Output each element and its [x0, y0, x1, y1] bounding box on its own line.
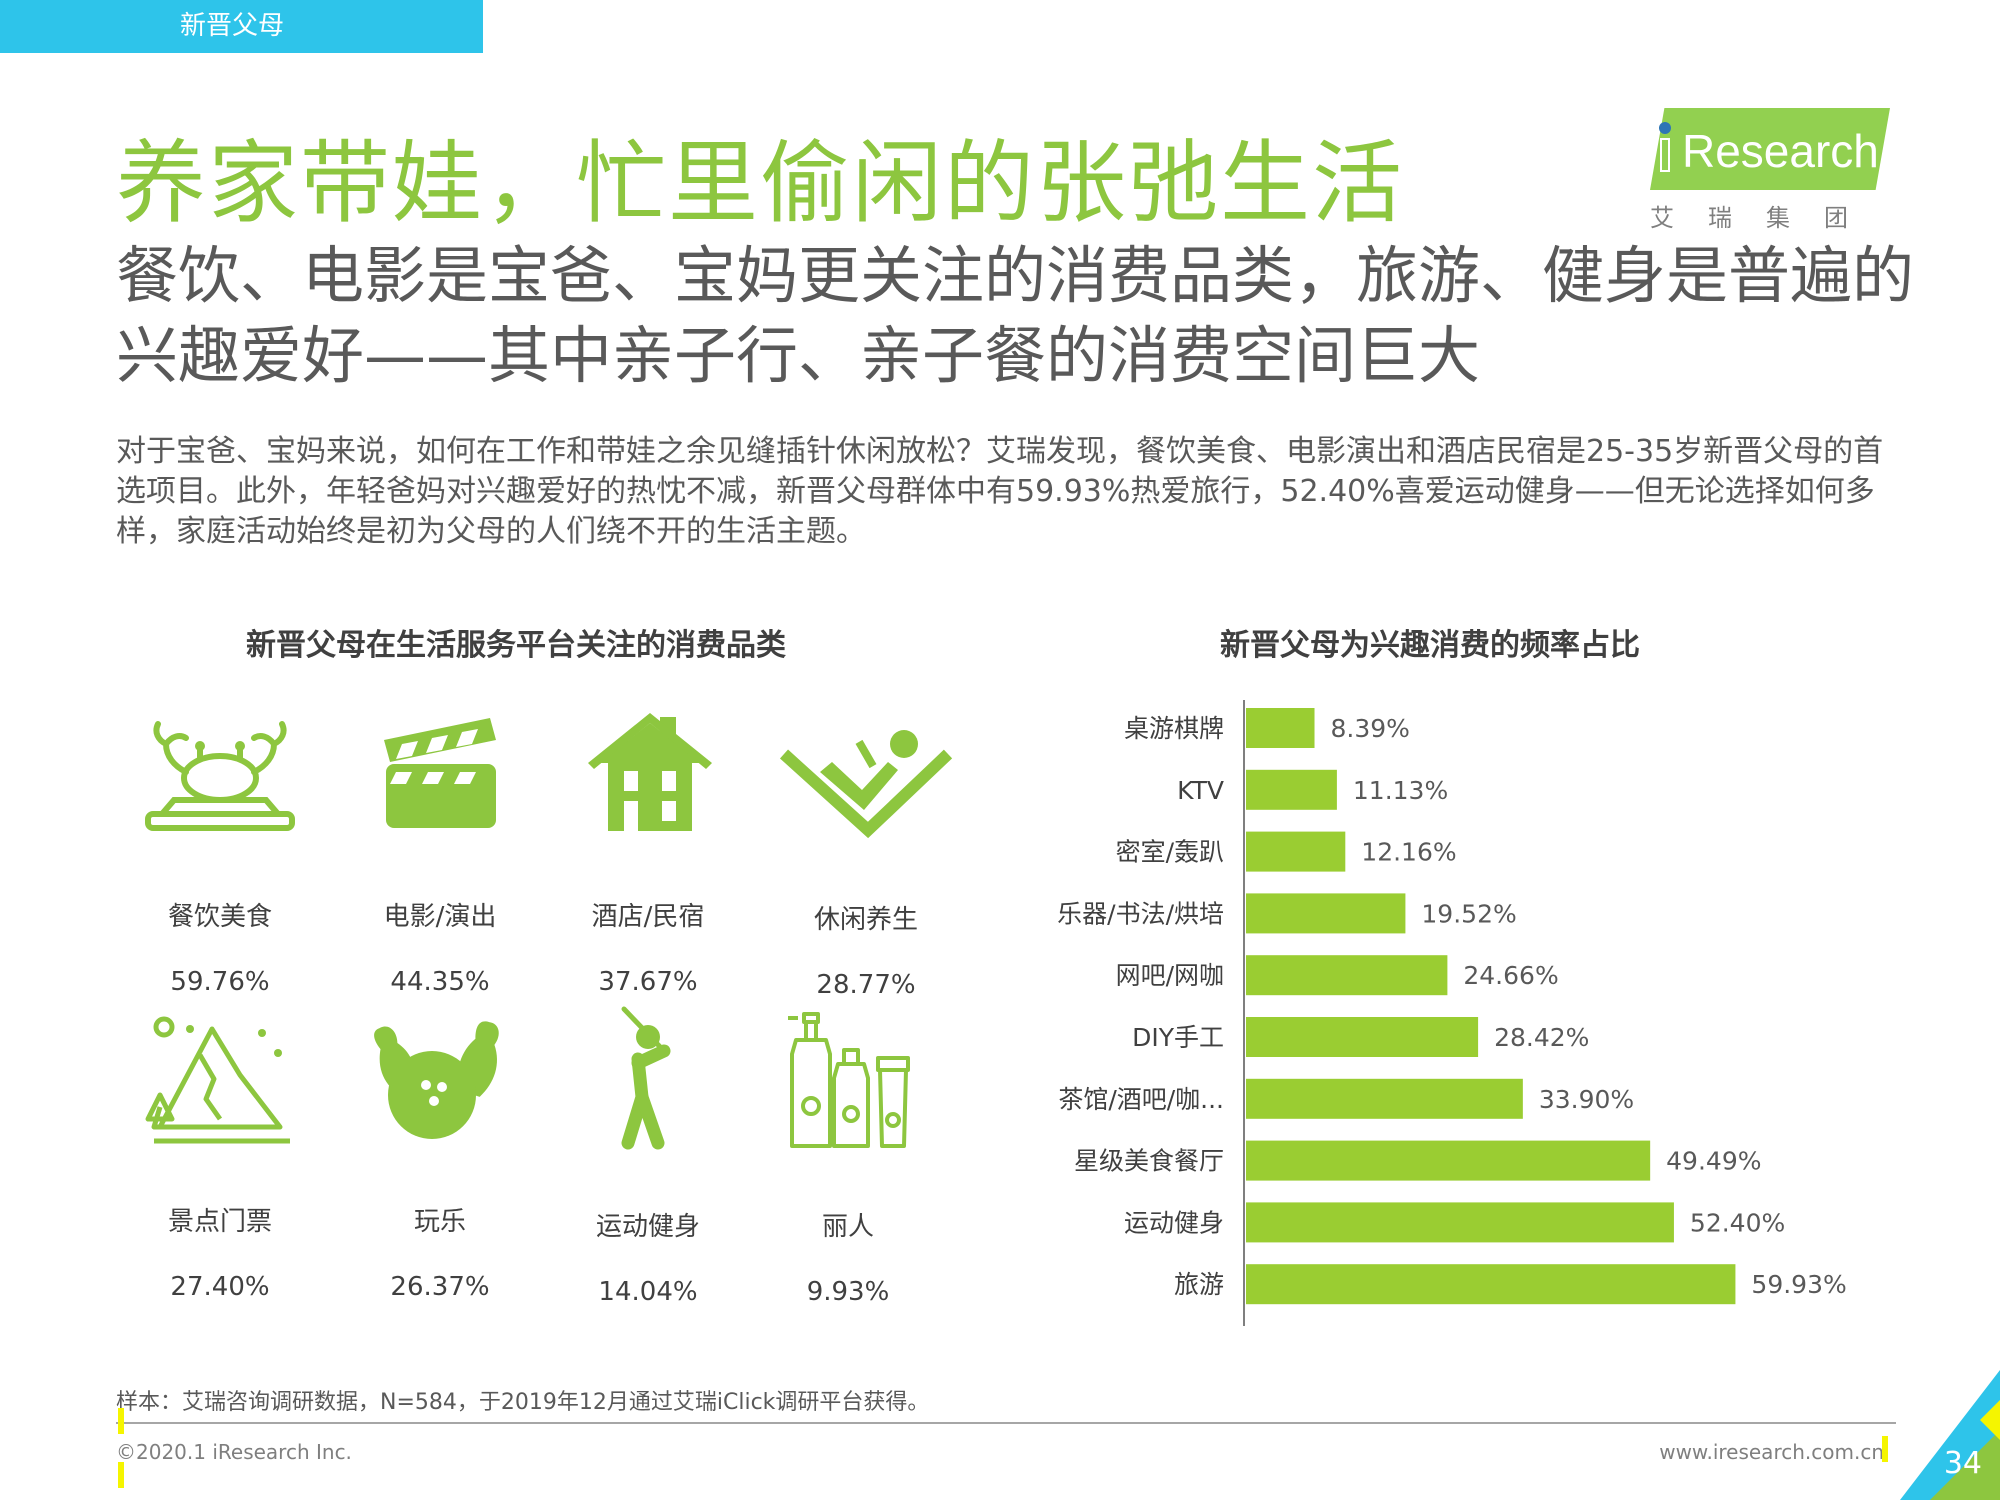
category-value: 14.04% — [598, 1277, 698, 1307]
bar-value-label: 33.90% — [1539, 1085, 1634, 1114]
category-tick-label: 密室/轰趴 — [1116, 838, 1224, 867]
logo-cn-text: 艾瑞集团 — [1650, 204, 1882, 232]
category-value: 26.37% — [390, 1272, 490, 1302]
category-tick-label: 桌游棋牌 — [1124, 714, 1224, 743]
category-tick-label: 星级美食餐厅 — [1074, 1147, 1224, 1176]
category-tick-label: KTV — [1177, 776, 1224, 805]
page-number: 34 — [1943, 1446, 1982, 1481]
category-value: 37.67% — [598, 967, 698, 997]
reclining-person-icon — [779, 730, 953, 839]
category-label: 休闲养生 — [813, 905, 918, 935]
bar-value-label: 12.16% — [1361, 838, 1456, 867]
section-tag: 新晋父母 — [0, 0, 483, 53]
corner-decoration — [1900, 1370, 2000, 1500]
category-label: 景点门票 — [167, 1207, 272, 1237]
category-tick-label: 旅游 — [1174, 1270, 1224, 1299]
category-tick-label: 茶馆/酒吧/咖... — [1058, 1085, 1224, 1114]
category-leisure: 休闲养生 28.77% — [756, 718, 976, 1000]
bar — [1246, 893, 1406, 934]
footnote: 样本：艾瑞咨询调研数据，N=584，于2019年12月通过艾瑞iClick调研平… — [116, 1390, 930, 1415]
clapperboard-icon — [384, 718, 496, 828]
mountain-icon — [145, 1016, 290, 1144]
category-tick-label: 网吧/网咖 — [1116, 961, 1224, 990]
bar-value-label: 19.52% — [1421, 899, 1516, 928]
bar — [1246, 769, 1337, 810]
category-label: 酒店/民宿 — [591, 902, 705, 932]
iresearch-logo: Research 艾瑞集团 — [1650, 108, 1900, 232]
category-value: 28.77% — [816, 970, 916, 1000]
bar-value-label: 59.93% — [1751, 1270, 1846, 1299]
category-label: 丽人 — [821, 1212, 874, 1242]
footer-divider — [116, 1422, 1896, 1424]
interest-bar-chart: 桌游棋牌 8.39% KTV 11.13% 密室/轰趴 12.16% 乐器/书法/烘培 19.… — [1057, 700, 1847, 1326]
website-link[interactable]: www.iresearch.com.cn — [1659, 1440, 1884, 1464]
body-paragraph: 对于宝爸、宝妈来说，如何在工作和带娃之余见缝插针休闲放松？艾瑞发现，餐饮美食、电… — [116, 434, 1884, 549]
house-icon — [588, 713, 712, 831]
golfer-icon — [621, 1006, 671, 1150]
category-beauty: 丽人 9.93% — [738, 1010, 958, 1307]
bar — [1246, 1264, 1736, 1305]
category-hotel: 酒店/民宿 37.67% — [538, 705, 758, 997]
bar-value-label: 24.66% — [1463, 961, 1558, 990]
bowling-icon — [374, 1021, 499, 1139]
copyright: ©2020.1 iResearch Inc. — [116, 1440, 352, 1464]
category-tick-label: DIY手工 — [1132, 1023, 1224, 1052]
bar-value-label: 52.40% — [1690, 1208, 1785, 1237]
category-fun: 玩乐 26.37% — [330, 1015, 550, 1302]
bar-value-label: 8.39% — [1331, 714, 1410, 743]
yellow-marker — [118, 1408, 124, 1434]
bar — [1246, 1078, 1523, 1119]
bar — [1246, 1017, 1479, 1057]
left-panel-title: 新晋父母在生活服务平台关注的消费品类 — [246, 628, 786, 663]
category-scenic: 景点门票 27.40% — [110, 1015, 330, 1302]
category-label: 玩乐 — [413, 1207, 466, 1237]
bar — [1246, 955, 1448, 996]
category-label: 餐饮美食 — [167, 902, 272, 932]
bar-value-label: 49.49% — [1666, 1147, 1761, 1176]
category-food: 餐饮美食 59.76% — [110, 710, 330, 997]
yellow-marker — [118, 1462, 124, 1488]
category-value: 59.76% — [170, 967, 270, 997]
yellow-marker — [1882, 1436, 1888, 1462]
food-dish-icon — [145, 721, 295, 831]
bar-value-label: 28.42% — [1494, 1023, 1589, 1052]
category-value: 44.35% — [390, 967, 490, 997]
category-label: 运动健身 — [595, 1212, 700, 1242]
page-title: 养家带娃，忙里偷闲的张弛生活 — [116, 131, 1404, 236]
category-tick-label: 乐器/书法/烘培 — [1057, 899, 1224, 928]
category-value: 27.40% — [170, 1272, 270, 1302]
right-panel-title: 新晋父母为兴趣消费的频率占比 — [1220, 628, 1640, 663]
bar — [1246, 831, 1346, 872]
category-tick-label: 运动健身 — [1124, 1208, 1224, 1237]
category-sports: 运动健身 14.04% — [538, 1005, 758, 1307]
logo-brand-text: Research — [1682, 125, 1879, 177]
bar — [1246, 1202, 1674, 1243]
page-subtitle: 餐饮、电影是宝爸、宝妈更关注的消费品类，旅游、健身是普遍的兴趣爱好——其中亲子行… — [116, 239, 1915, 392]
cosmetics-icon — [788, 1012, 910, 1148]
bar — [1246, 708, 1315, 748]
category-label: 电影/演出 — [383, 902, 497, 932]
bar-value-label: 11.13% — [1353, 776, 1448, 805]
category-movie: 电影/演出 44.35% — [330, 710, 550, 997]
bar — [1246, 1140, 1651, 1181]
category-value: 9.93% — [806, 1277, 890, 1307]
